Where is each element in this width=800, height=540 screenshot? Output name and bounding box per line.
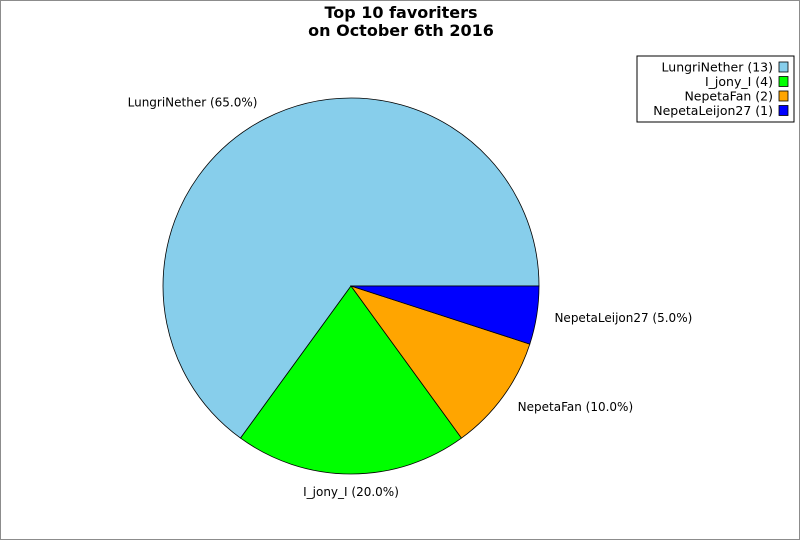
- legend-label-lungrinether: LungriNether (13): [662, 60, 773, 75]
- slice-label-nepetafan: NepetaFan (10.0%): [518, 400, 633, 414]
- legend-label-nepetafan: NepetaFan (2): [684, 89, 773, 104]
- legend: LungriNether (13)I_jony_I (4)NepetaFan (…: [636, 55, 795, 123]
- slice-label-i-jony-i: I_jony_I (20.0%): [303, 485, 399, 499]
- pie-slice-labels: LungriNether (65.0%) I_jony_I (20.0%) Nepe…: [128, 95, 693, 499]
- legend-swatch-nepetafan: [778, 90, 789, 102]
- slice-label-lungrinether: LungriNether (65.0%): [128, 95, 258, 109]
- legend-label-i-jony-i: I_jony_I (4): [705, 74, 773, 89]
- legend-box: [636, 55, 795, 123]
- pie-slice-i-jony-i: [239, 285, 463, 475]
- slice-label-nepetaleijon27: NepetaLeijon27 (5.0%): [554, 311, 692, 325]
- pie-slice-nepetaleijon27: [350, 285, 540, 345]
- chart-title-line-1: Top 10 favoriters: [324, 3, 477, 22]
- pie-slices: [162, 97, 540, 475]
- legend-swatch-nepetaleijon27: [778, 105, 789, 116]
- pie-slice-nepetafan: [349, 285, 531, 439]
- chart-title-line-2: on October 6th 2016: [308, 21, 494, 40]
- legend-swatch-i-jony-i: [778, 76, 789, 87]
- chart-title: Top 10 favoriters on October 6th 2016: [308, 3, 494, 40]
- pie-slice-lungrinether: [162, 97, 540, 439]
- legend-label-nepetaleijon27: NepetaLeijon27 (1): [653, 103, 773, 118]
- legend-swatch-lungrinether: [778, 61, 789, 73]
